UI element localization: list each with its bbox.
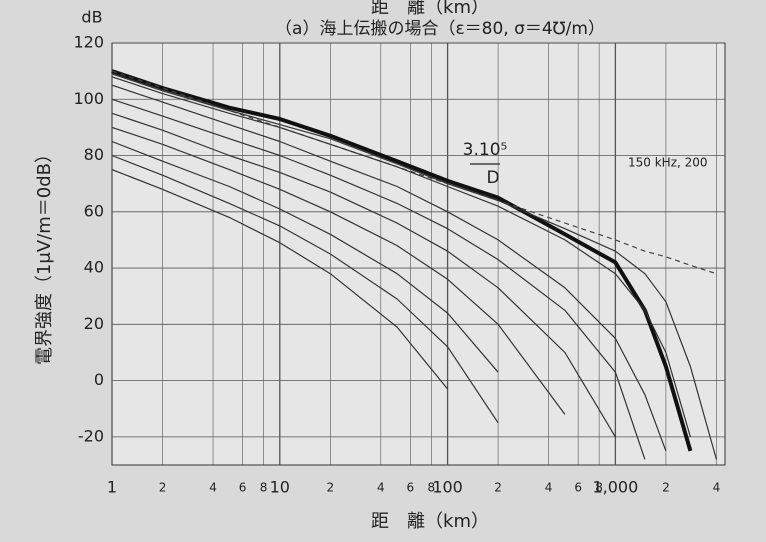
y-tick-label: 100: [73, 89, 104, 108]
x-tick-label: 6: [407, 481, 415, 495]
series-line: [111, 84, 667, 452]
plot: [111, 42, 725, 465]
y-tick-label: 60: [84, 201, 104, 220]
x-tick-label: 2: [494, 481, 502, 495]
top-axis-label: 距 離（km）: [371, 0, 489, 18]
y-tick-label: 0: [94, 370, 104, 389]
x-tick-label: 4: [545, 481, 553, 495]
y-unit: dB: [81, 8, 102, 27]
x-tick-label: 100: [432, 478, 463, 497]
x-tick-label: 8: [595, 481, 603, 495]
y-tick-label: 120: [73, 33, 104, 52]
x-tick-label: 6: [239, 481, 247, 495]
y-tick-label: 80: [84, 145, 104, 164]
series-line: [111, 140, 499, 373]
x-axis-label: 距 離（km）: [371, 511, 489, 532]
x-tick-label: 8: [260, 481, 268, 495]
series-line: [111, 169, 449, 390]
series-line: [111, 98, 646, 460]
x-tick-label: 1,000: [592, 478, 638, 497]
y-tick-label: -20: [78, 426, 104, 445]
series-line: [111, 126, 566, 415]
y-tick-label: 20: [84, 314, 104, 333]
x-tick-label: 4: [713, 481, 721, 495]
series-line: [111, 154, 499, 424]
annotation: D: [486, 168, 499, 188]
annotation: 3.10⁵: [463, 140, 508, 160]
y-axis-label: 電界強度（1μV/m＝0dB）: [34, 145, 55, 365]
chart-title: （a）海上伝搬の場合（ε＝80, σ＝4℧/m）: [275, 19, 605, 39]
series-line: [111, 76, 691, 438]
series-line: [111, 73, 717, 460]
x-tick-label: 2: [662, 481, 670, 495]
y-tick-label: 40: [84, 258, 104, 277]
x-tick-label: 2: [326, 481, 334, 495]
x-tick-label: 6: [574, 481, 582, 495]
x-tick-label: 4: [209, 481, 217, 495]
x-tick-label: 8: [428, 481, 436, 495]
x-tick-label: 2: [159, 481, 167, 495]
series-line: [111, 112, 616, 438]
x-tick-label: 1: [107, 478, 117, 497]
x-tick-label: 4: [377, 481, 385, 495]
x-tick-label: 10: [270, 478, 290, 497]
annotation: 150 kHz, 200: [628, 156, 708, 170]
